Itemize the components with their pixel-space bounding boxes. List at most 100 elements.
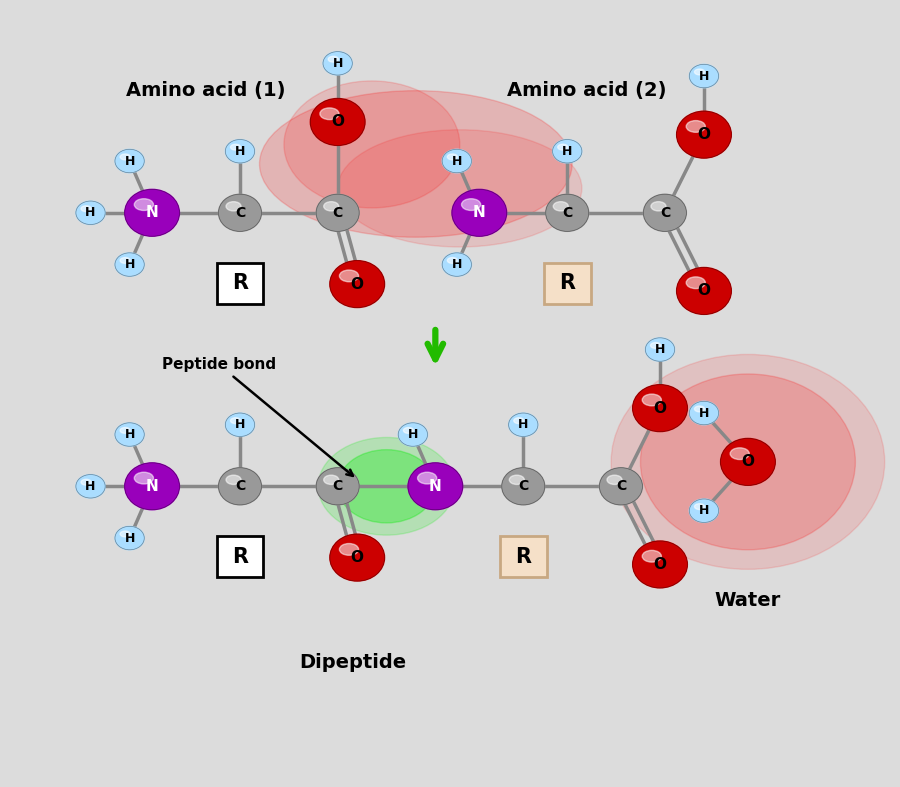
FancyBboxPatch shape — [500, 536, 546, 577]
Ellipse shape — [508, 413, 538, 437]
Text: O: O — [351, 550, 364, 565]
Text: H: H — [698, 407, 709, 419]
Text: C: C — [332, 205, 343, 220]
Ellipse shape — [316, 194, 359, 231]
Ellipse shape — [81, 205, 91, 212]
Ellipse shape — [318, 438, 454, 535]
Ellipse shape — [554, 201, 568, 211]
Ellipse shape — [502, 467, 544, 504]
Text: H: H — [124, 428, 135, 441]
Ellipse shape — [226, 201, 241, 211]
Text: H: H — [124, 531, 135, 545]
Ellipse shape — [219, 194, 262, 231]
Text: C: C — [235, 205, 245, 220]
Text: Peptide bond: Peptide bond — [162, 357, 353, 476]
Ellipse shape — [134, 472, 153, 484]
Text: R: R — [559, 273, 575, 293]
Ellipse shape — [607, 475, 622, 485]
Ellipse shape — [330, 260, 384, 308]
Ellipse shape — [219, 467, 262, 504]
Text: O: O — [653, 557, 667, 572]
Ellipse shape — [330, 534, 384, 581]
Ellipse shape — [125, 463, 179, 510]
Text: N: N — [472, 205, 486, 220]
Ellipse shape — [689, 499, 718, 523]
Text: H: H — [655, 343, 665, 356]
Text: R: R — [516, 547, 531, 567]
Text: C: C — [616, 479, 626, 493]
Ellipse shape — [284, 81, 460, 208]
Ellipse shape — [695, 504, 705, 509]
Ellipse shape — [695, 69, 705, 75]
Ellipse shape — [339, 270, 358, 282]
Ellipse shape — [115, 150, 144, 172]
Ellipse shape — [338, 130, 582, 247]
Ellipse shape — [418, 472, 436, 484]
Ellipse shape — [225, 413, 255, 437]
Ellipse shape — [226, 475, 241, 485]
Ellipse shape — [225, 139, 255, 163]
Text: H: H — [562, 145, 572, 157]
Ellipse shape — [651, 201, 666, 211]
Ellipse shape — [686, 120, 706, 132]
Text: O: O — [653, 401, 667, 416]
Ellipse shape — [677, 111, 732, 158]
Ellipse shape — [633, 541, 688, 588]
Ellipse shape — [730, 448, 750, 460]
Text: H: H — [235, 145, 245, 157]
Text: Amino acid (1): Amino acid (1) — [126, 81, 285, 100]
Ellipse shape — [320, 108, 339, 120]
Ellipse shape — [645, 338, 675, 361]
Text: R: R — [232, 273, 248, 293]
Ellipse shape — [643, 550, 662, 562]
Text: C: C — [235, 479, 245, 493]
Text: N: N — [146, 205, 158, 220]
Ellipse shape — [611, 354, 885, 569]
Ellipse shape — [641, 374, 855, 550]
Ellipse shape — [403, 427, 414, 434]
Ellipse shape — [442, 253, 472, 276]
Ellipse shape — [514, 418, 524, 423]
Text: H: H — [698, 504, 709, 517]
FancyBboxPatch shape — [217, 536, 264, 577]
Ellipse shape — [323, 52, 352, 75]
Text: H: H — [452, 154, 462, 168]
Text: H: H — [124, 258, 135, 271]
Text: N: N — [146, 478, 158, 493]
Ellipse shape — [134, 199, 153, 210]
Ellipse shape — [115, 253, 144, 276]
Ellipse shape — [689, 401, 718, 425]
Text: H: H — [698, 69, 709, 83]
Ellipse shape — [324, 201, 338, 211]
FancyBboxPatch shape — [217, 263, 264, 304]
Ellipse shape — [686, 277, 706, 289]
Ellipse shape — [81, 479, 91, 485]
Ellipse shape — [651, 342, 661, 349]
Ellipse shape — [324, 475, 338, 485]
Ellipse shape — [558, 144, 568, 150]
Ellipse shape — [721, 438, 775, 486]
Ellipse shape — [115, 527, 144, 550]
Text: Dipeptide: Dipeptide — [299, 652, 406, 671]
Ellipse shape — [76, 475, 105, 498]
Ellipse shape — [447, 154, 457, 160]
Text: H: H — [124, 154, 135, 168]
Ellipse shape — [339, 544, 358, 556]
Ellipse shape — [452, 190, 507, 236]
Ellipse shape — [689, 65, 718, 88]
Ellipse shape — [120, 531, 130, 537]
Text: H: H — [518, 418, 528, 431]
Text: O: O — [698, 127, 710, 142]
Text: C: C — [660, 205, 670, 220]
FancyBboxPatch shape — [544, 263, 590, 304]
Text: H: H — [235, 418, 245, 431]
Ellipse shape — [553, 139, 582, 163]
Ellipse shape — [230, 418, 240, 423]
Ellipse shape — [545, 194, 589, 231]
Text: H: H — [408, 428, 418, 441]
Ellipse shape — [115, 423, 144, 446]
Text: R: R — [232, 547, 248, 567]
Text: C: C — [332, 479, 343, 493]
Text: H: H — [86, 206, 95, 220]
Ellipse shape — [125, 190, 179, 236]
